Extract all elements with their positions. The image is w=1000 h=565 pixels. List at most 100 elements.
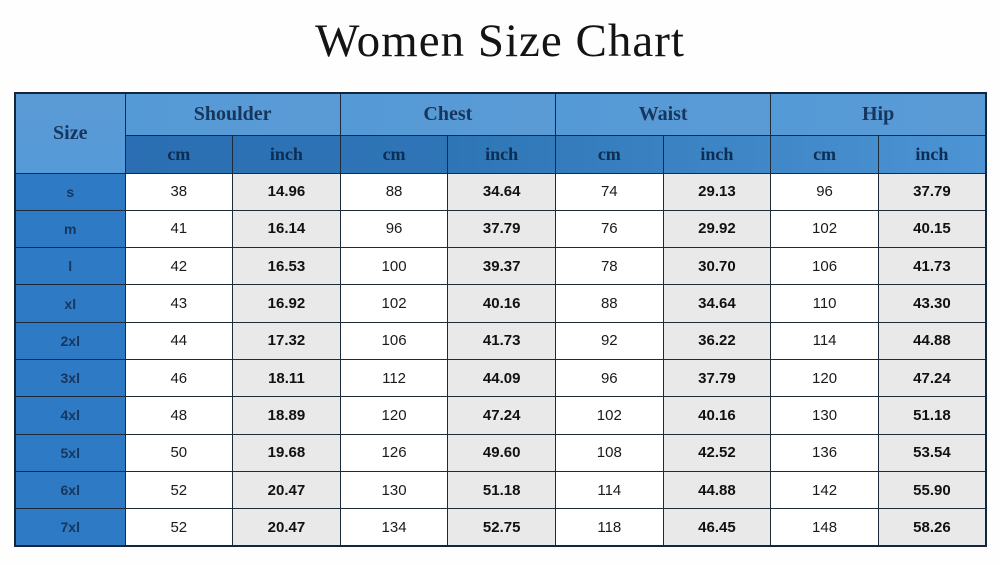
group-header-chest: Chest <box>339 92 557 136</box>
hip-inch-cell: 37.79 <box>877 172 987 211</box>
shoulder-inch-cell: 19.68 <box>232 433 341 472</box>
header-group-row: Size Shoulder Chest Waist Hip <box>14 92 987 174</box>
chest-cm-cell: 134 <box>339 508 449 547</box>
shoulder-cm-cell: 42 <box>124 247 234 286</box>
hip-inch-cell: 53.54 <box>877 433 987 472</box>
waist-cm-cell: 96 <box>555 358 664 398</box>
size-label-cell: 3xl <box>14 358 126 398</box>
waist-inch-cell: 44.88 <box>662 470 772 510</box>
shoulder-inch-cell: 17.32 <box>232 321 341 360</box>
chest-inch-cell: 37.79 <box>447 209 556 249</box>
size-label-cell: l <box>14 247 126 286</box>
hip-cm-cell: 130 <box>770 396 879 435</box>
unit-header-chest-inch: inch <box>447 134 556 174</box>
hip-inch-cell: 44.88 <box>877 321 987 360</box>
shoulder-inch-cell: 16.92 <box>232 284 341 323</box>
page-title: Women Size Chart <box>315 15 685 67</box>
unit-header-hip-inch: inch <box>877 134 987 174</box>
shoulder-cm-cell: 52 <box>124 508 234 547</box>
table-row: 4xl 48 18.89 120 47.24 102 40.16 130 51.… <box>14 396 987 435</box>
chest-cm-cell: 100 <box>339 247 449 286</box>
hip-cm-cell: 106 <box>770 247 879 286</box>
chest-inch-cell: 40.16 <box>447 284 556 323</box>
waist-inch-cell: 34.64 <box>662 284 772 323</box>
hip-cm-cell: 120 <box>770 358 879 398</box>
waist-cm-cell: 76 <box>555 209 664 249</box>
waist-cm-cell: 108 <box>555 433 664 472</box>
header-unit-row: cm inch cm inch cm inch cm inch <box>15 134 987 174</box>
hip-inch-cell: 51.18 <box>877 396 987 435</box>
hip-cm-cell: 110 <box>770 284 879 323</box>
size-label-cell: xl <box>14 284 126 323</box>
size-chart-body: s 38 14.96 88 34.64 74 29.13 96 37.79 m … <box>14 172 987 547</box>
unit-header-shoulder-inch: inch <box>232 134 341 174</box>
table-row: 2xl 44 17.32 106 41.73 92 36.22 114 44.8… <box>14 321 987 360</box>
table-row: m 41 16.14 96 37.79 76 29.92 102 40.15 <box>14 209 987 249</box>
shoulder-inch-cell: 14.96 <box>232 172 341 211</box>
group-header-hip: Hip <box>770 92 987 136</box>
chest-cm-cell: 102 <box>339 284 449 323</box>
waist-inch-cell: 46.45 <box>662 508 772 547</box>
size-label-cell: 7xl <box>14 508 126 547</box>
waist-cm-cell: 114 <box>555 470 664 510</box>
chest-inch-cell: 39.37 <box>447 247 556 286</box>
waist-cm-cell: 74 <box>555 172 664 211</box>
hip-inch-cell: 58.26 <box>877 508 987 547</box>
shoulder-cm-cell: 44 <box>124 321 234 360</box>
shoulder-cm-cell: 38 <box>124 172 234 211</box>
hip-inch-cell: 41.73 <box>877 247 987 286</box>
chest-inch-cell: 41.73 <box>447 321 556 360</box>
hip-cm-cell: 96 <box>770 172 879 211</box>
table-row: 3xl 46 18.11 112 44.09 96 37.79 120 47.2… <box>14 358 987 398</box>
chest-inch-cell: 49.60 <box>447 433 556 472</box>
waist-inch-cell: 30.70 <box>662 247 772 286</box>
shoulder-cm-cell: 52 <box>124 470 234 510</box>
chest-inch-cell: 51.18 <box>447 470 556 510</box>
chest-cm-cell: 106 <box>339 321 449 360</box>
chest-cm-cell: 88 <box>339 172 449 211</box>
chest-inch-cell: 44.09 <box>447 358 556 398</box>
shoulder-cm-cell: 50 <box>124 433 234 472</box>
shoulder-inch-cell: 18.11 <box>232 358 341 398</box>
waist-inch-cell: 40.16 <box>662 396 772 435</box>
unit-header-chest-cm: cm <box>339 134 449 174</box>
table-row: xl 43 16.92 102 40.16 88 34.64 110 43.30 <box>14 284 987 323</box>
chest-inch-cell: 47.24 <box>447 396 556 435</box>
waist-inch-cell: 37.79 <box>662 358 772 398</box>
group-header-waist: Waist <box>554 92 772 136</box>
size-label-cell: 6xl <box>14 470 126 510</box>
waist-cm-cell: 102 <box>555 396 664 435</box>
unit-header-shoulder-cm: cm <box>124 134 234 174</box>
shoulder-inch-cell: 20.47 <box>232 508 341 547</box>
chest-cm-cell: 120 <box>339 396 449 435</box>
hip-inch-cell: 55.90 <box>877 470 987 510</box>
chest-cm-cell: 126 <box>339 433 449 472</box>
unit-header-waist-inch: inch <box>662 134 772 174</box>
shoulder-cm-cell: 41 <box>124 209 234 249</box>
table-row: s 38 14.96 88 34.64 74 29.13 96 37.79 <box>14 172 987 211</box>
shoulder-inch-cell: 18.89 <box>232 396 341 435</box>
size-chart-table: Size Shoulder Chest Waist Hip cm inch cm… <box>14 92 987 547</box>
chest-cm-cell: 112 <box>339 358 449 398</box>
waist-cm-cell: 88 <box>555 284 664 323</box>
waist-cm-cell: 118 <box>555 508 664 547</box>
hip-inch-cell: 40.15 <box>877 209 987 249</box>
shoulder-cm-cell: 48 <box>124 396 234 435</box>
size-label-cell: s <box>14 172 126 211</box>
table-row: 6xl 52 20.47 130 51.18 114 44.88 142 55.… <box>14 470 987 510</box>
group-header-shoulder: Shoulder <box>124 92 341 136</box>
hip-inch-cell: 47.24 <box>877 358 987 398</box>
hip-cm-cell: 136 <box>770 433 879 472</box>
size-column-header: Size <box>14 92 126 174</box>
waist-inch-cell: 29.13 <box>662 172 772 211</box>
waist-cm-cell: 92 <box>555 321 664 360</box>
shoulder-inch-cell: 20.47 <box>232 470 341 510</box>
unit-header-hip-cm: cm <box>770 134 879 174</box>
table-row: 5xl 50 19.68 126 49.60 108 42.52 136 53.… <box>14 433 987 472</box>
unit-header-waist-cm: cm <box>555 134 664 174</box>
hip-cm-cell: 102 <box>770 209 879 249</box>
hip-cm-cell: 114 <box>770 321 879 360</box>
waist-inch-cell: 36.22 <box>662 321 772 360</box>
size-label-cell: m <box>14 209 126 249</box>
shoulder-inch-cell: 16.53 <box>232 247 341 286</box>
